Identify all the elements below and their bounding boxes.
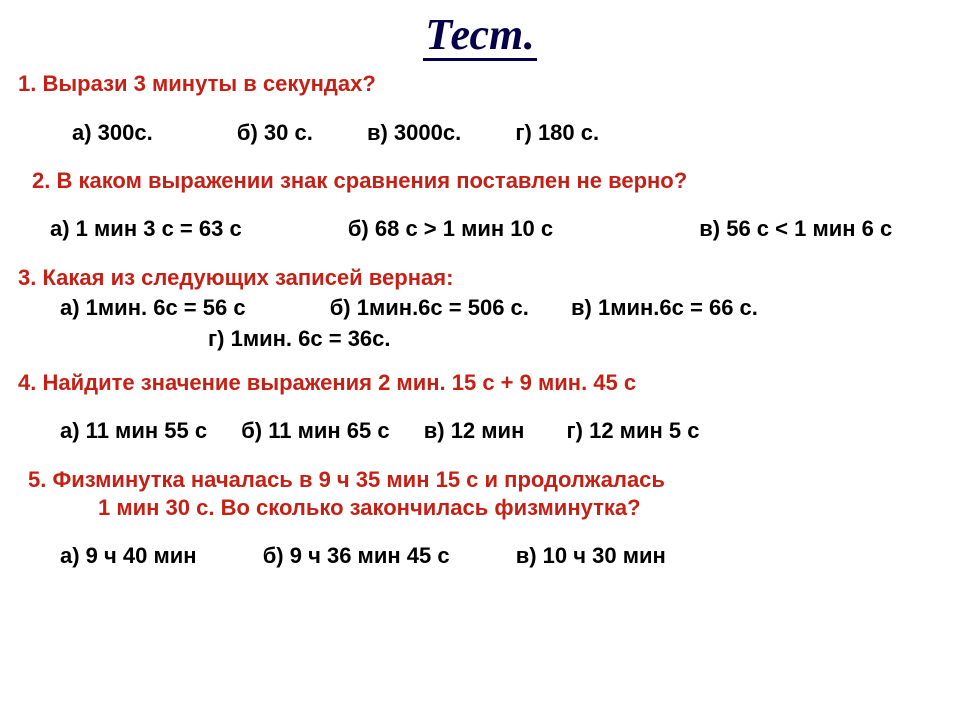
q3-options-line1: а) 1мин. 6с = 56 с б) 1мин.6с = 506 с. в… bbox=[18, 295, 942, 321]
q1-opt-b: б) 30 с. bbox=[237, 120, 313, 145]
q2-opt-a: а) 1 мин 3 с = 63 с bbox=[50, 216, 242, 241]
q1-text: 1. Вырази 3 минуты в секундах? bbox=[18, 71, 942, 97]
q1-opt-d: г) 180 с. bbox=[515, 120, 599, 145]
title-wrap: Тест. bbox=[18, 12, 942, 61]
page-title: Тест. bbox=[423, 12, 537, 61]
q1-opt-a: а) 300с. bbox=[72, 120, 153, 145]
q5-options: а) 9 ч 40 мин б) 9 ч 36 мин 45 с в) 10 ч… bbox=[18, 543, 942, 569]
q3-opt-a: а) 1мин. 6с = 56 с bbox=[60, 295, 246, 320]
q4-options: а) 11 мин 55 с б) 11 мин 65 с в) 12 мин … bbox=[18, 418, 942, 444]
q3-text: 3. Какая из следующих записей верная: bbox=[18, 265, 942, 291]
q3-opt-b: б) 1мин.6с = 506 с. bbox=[330, 295, 529, 320]
q5-line1: 5. Физминутка началась в 9 ч 35 мин 15 с… bbox=[18, 467, 942, 493]
q4-opt-d: г) 12 мин 5 с bbox=[567, 418, 700, 443]
q5-opt-c: в) 10 ч 30 мин bbox=[516, 543, 666, 568]
q2-options: а) 1 мин 3 с = 63 с б) 68 с > 1 мин 10 с… bbox=[18, 216, 942, 242]
question-1: 1. Вырази 3 минуты в секундах? а) 300с. … bbox=[18, 71, 942, 146]
q4-text: 4. Найдите значение выражения 2 мин. 15 … bbox=[18, 370, 942, 396]
question-3: 3. Какая из следующих записей верная: а)… bbox=[18, 265, 942, 352]
q4-opt-a: а) 11 мин 55 с bbox=[60, 418, 207, 443]
q3-opt-d: г) 1мин. 6с = 36с. bbox=[208, 326, 391, 351]
q4-opt-b: б) 11 мин 65 с bbox=[241, 418, 389, 443]
question-5: 5. Физминутка началась в 9 ч 35 мин 15 с… bbox=[18, 467, 942, 570]
question-2: 2. В каком выражении знак сравнения пост… bbox=[18, 168, 942, 243]
q2-opt-b: б) 68 с > 1 мин 10 с bbox=[348, 216, 553, 241]
q5-line2: 1 мин 30 с. Во сколько закончилась физми… bbox=[18, 495, 942, 521]
q3-opt-c: в) 1мин.6с = 66 с. bbox=[571, 295, 758, 320]
q5-opt-a: а) 9 ч 40 мин bbox=[60, 543, 197, 568]
q2-opt-c: в) 56 с < 1 мин 6 с bbox=[699, 216, 892, 241]
q4-opt-c: в) 12 мин bbox=[424, 418, 525, 443]
q3-options-line2: г) 1мин. 6с = 36с. bbox=[18, 326, 942, 352]
q5-opt-b: б) 9 ч 36 мин 45 с bbox=[263, 543, 450, 568]
q1-opt-c: в) 3000с. bbox=[367, 120, 461, 145]
q1-options: а) 300с. б) 30 с. в) 3000с. г) 180 с. bbox=[18, 120, 942, 146]
quiz-page: Тест. 1. Вырази 3 минуты в секундах? а) … bbox=[0, 0, 960, 720]
question-4: 4. Найдите значение выражения 2 мин. 15 … bbox=[18, 370, 942, 445]
q2-text: 2. В каком выражении знак сравнения пост… bbox=[18, 168, 942, 194]
